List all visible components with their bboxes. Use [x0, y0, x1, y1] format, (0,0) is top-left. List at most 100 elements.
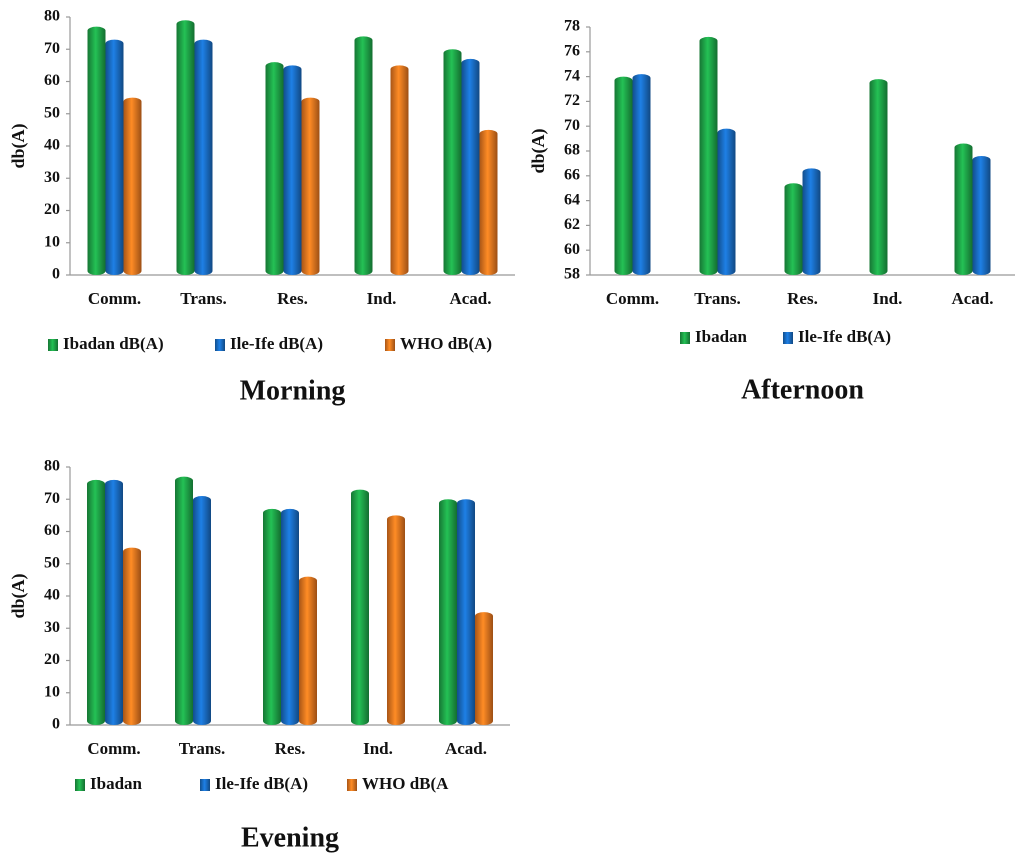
bar — [351, 489, 369, 725]
bar — [614, 76, 633, 275]
bar — [632, 74, 651, 276]
bar — [461, 58, 480, 275]
bar — [283, 65, 302, 275]
y-tick-label: 0 — [52, 716, 60, 733]
y-tick-label: 78 — [564, 18, 580, 35]
x-tick-label: Acad. — [445, 739, 487, 758]
legend-marker — [75, 779, 85, 791]
y-tick-label: 58 — [564, 266, 580, 283]
y-tick-label: 20 — [44, 651, 60, 668]
legend-label: Ile-Ife dB(A) — [798, 327, 891, 346]
legend-marker — [680, 332, 690, 344]
legend-label: WHO dB(A) — [400, 334, 492, 353]
y-tick-label: 60 — [564, 241, 580, 258]
y-tick-label: 80 — [44, 458, 60, 475]
bar — [479, 129, 498, 275]
bar — [193, 496, 211, 725]
y-axis-label: db(A) — [8, 123, 29, 168]
legend-label: WHO dB(A — [362, 774, 449, 793]
bar — [475, 612, 493, 725]
y-tick-label: 70 — [564, 117, 580, 134]
x-tick-label: Trans. — [179, 739, 225, 758]
bar — [299, 576, 317, 725]
y-tick-label: 20 — [44, 201, 60, 218]
x-tick-label: Trans. — [180, 289, 226, 308]
y-tick-label: 10 — [44, 683, 60, 700]
bar — [176, 20, 195, 275]
x-tick-label: Res. — [277, 289, 308, 308]
bar — [105, 479, 123, 725]
bar — [87, 26, 106, 275]
bar — [387, 515, 405, 725]
y-tick-label: 62 — [564, 216, 580, 233]
chart-title: Evening — [241, 822, 339, 853]
y-tick-label: 10 — [44, 233, 60, 250]
y-tick-label: 30 — [44, 169, 60, 186]
bar — [717, 128, 736, 275]
bar — [301, 97, 320, 275]
y-tick-label: 66 — [564, 166, 580, 183]
chart-title: Morning — [240, 375, 346, 406]
x-tick-label: Ind. — [363, 739, 393, 758]
bar — [457, 499, 475, 725]
bar — [869, 79, 888, 275]
y-tick-label: 0 — [52, 266, 60, 283]
bar — [954, 143, 973, 275]
y-tick-label: 72 — [564, 92, 580, 109]
bar — [281, 508, 299, 725]
y-tick-label: 70 — [44, 490, 60, 507]
bar — [194, 39, 213, 276]
legend-label: Ibadan — [695, 327, 748, 346]
y-axis-label: db(A) — [528, 128, 549, 173]
x-tick-label: Comm. — [87, 739, 140, 758]
y-tick-label: 60 — [44, 522, 60, 539]
legend-marker — [48, 339, 58, 351]
y-tick-label: 76 — [564, 42, 580, 59]
y-tick-label: 50 — [44, 554, 60, 571]
bar — [175, 476, 193, 725]
y-tick-label: 60 — [44, 72, 60, 89]
bar — [390, 65, 409, 275]
bar — [105, 39, 124, 276]
legend-label: Ibadan dB(A) — [63, 334, 164, 353]
legend-marker — [215, 339, 225, 351]
legend-label: Ile-Ife dB(A) — [215, 774, 308, 793]
x-tick-label: Res. — [275, 739, 306, 758]
bar — [354, 36, 373, 275]
bar — [265, 62, 284, 276]
y-tick-label: 74 — [564, 67, 580, 84]
y-tick-label: 68 — [564, 142, 580, 159]
y-tick-label: 30 — [44, 619, 60, 636]
x-tick-label: Acad. — [951, 289, 993, 308]
bar — [802, 168, 821, 275]
x-tick-label: Res. — [787, 289, 818, 308]
bar — [87, 479, 105, 725]
legend-marker — [783, 332, 793, 344]
legend-marker — [385, 339, 395, 351]
x-tick-label: Acad. — [449, 289, 491, 308]
y-tick-label: 40 — [44, 137, 60, 154]
bar — [972, 155, 991, 275]
bar — [699, 36, 718, 275]
bar — [443, 49, 462, 275]
bar — [439, 499, 457, 725]
legend-marker — [200, 779, 210, 791]
bar — [784, 183, 803, 275]
bar — [263, 508, 281, 725]
y-tick-label: 64 — [564, 191, 580, 208]
y-tick-label: 70 — [44, 40, 60, 57]
y-tick-label: 80 — [44, 8, 60, 25]
x-tick-label: Comm. — [606, 289, 659, 308]
x-tick-label: Trans. — [694, 289, 740, 308]
x-tick-label: Ind. — [873, 289, 903, 308]
x-tick-label: Ind. — [367, 289, 397, 308]
legend-label: Ibadan — [90, 774, 143, 793]
bar — [123, 97, 142, 275]
x-tick-label: Comm. — [88, 289, 141, 308]
legend-marker — [347, 779, 357, 791]
y-tick-label: 50 — [44, 104, 60, 121]
y-tick-label: 40 — [44, 587, 60, 604]
chart-title: Afternoon — [741, 374, 864, 405]
y-axis-label: db(A) — [8, 573, 29, 618]
